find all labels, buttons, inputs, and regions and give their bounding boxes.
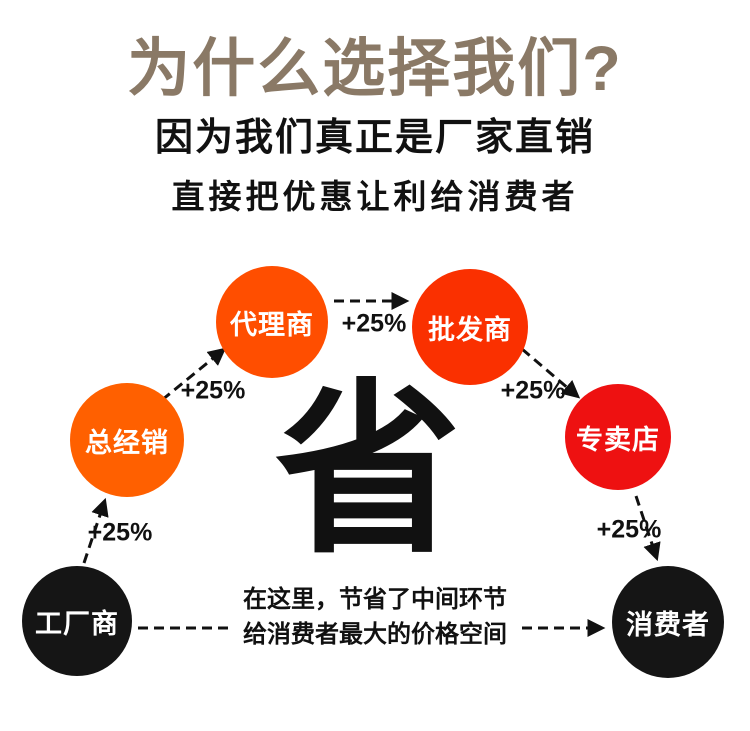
footnote-line1: 在这里，节省了中间环节	[243, 586, 507, 613]
node-label: 总经销	[85, 427, 169, 458]
markup-label: +25%	[341, 309, 407, 338]
node-factory: 工厂商	[22, 566, 132, 676]
node-label: 专卖店	[576, 424, 660, 455]
node-specialty-store: 专卖店	[565, 384, 671, 490]
markup-label: +25%	[596, 515, 662, 544]
markup-label: +25%	[180, 376, 246, 405]
markup-label: +25%	[87, 518, 153, 547]
footnote-line2: 给消费者最大的价格空间	[243, 621, 507, 648]
save-character: 省	[274, 368, 462, 575]
node-label: 批发商	[428, 314, 512, 345]
node-agent: 代理商	[216, 266, 328, 378]
node-consumer: 消费者	[612, 566, 724, 678]
node-label: 工厂商	[35, 608, 119, 639]
node-label: 代理商	[230, 309, 314, 340]
page-title: 为什么选择我们?	[127, 34, 623, 104]
node-label: 消费者	[626, 609, 710, 640]
subtitle: 因为我们真正是厂家直销	[154, 117, 595, 159]
markup-label: +25%	[500, 376, 566, 405]
node-general-distributor: 总经销	[70, 383, 184, 497]
tagline: 直接把优惠让利给消费者	[171, 178, 579, 215]
footnote: 在这里，节省了中间环节 给消费者最大的价格空间	[233, 582, 517, 652]
node-wholesaler: 批发商	[412, 269, 528, 385]
